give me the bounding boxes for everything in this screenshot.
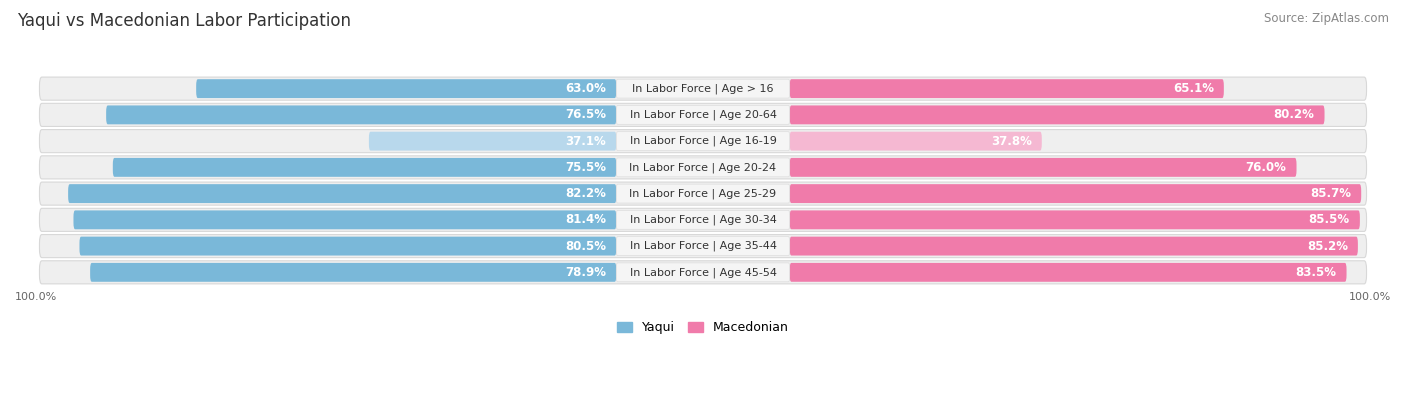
FancyBboxPatch shape — [616, 263, 790, 282]
FancyBboxPatch shape — [616, 79, 790, 98]
FancyBboxPatch shape — [790, 158, 1296, 177]
Text: In Labor Force | Age 16-19: In Labor Force | Age 16-19 — [630, 136, 776, 147]
Text: In Labor Force | Age 30-34: In Labor Force | Age 30-34 — [630, 214, 776, 225]
FancyBboxPatch shape — [39, 261, 1367, 284]
Text: In Labor Force | Age 20-64: In Labor Force | Age 20-64 — [630, 110, 776, 120]
FancyBboxPatch shape — [790, 263, 1347, 282]
Text: In Labor Force | Age 25-29: In Labor Force | Age 25-29 — [630, 188, 776, 199]
Text: In Labor Force | Age 45-54: In Labor Force | Age 45-54 — [630, 267, 776, 278]
Text: 81.4%: 81.4% — [565, 213, 606, 226]
Text: In Labor Force | Age > 16: In Labor Force | Age > 16 — [633, 83, 773, 94]
Text: 65.1%: 65.1% — [1173, 82, 1213, 95]
FancyBboxPatch shape — [80, 237, 616, 256]
FancyBboxPatch shape — [790, 184, 1361, 203]
FancyBboxPatch shape — [39, 77, 1367, 100]
Text: Source: ZipAtlas.com: Source: ZipAtlas.com — [1264, 12, 1389, 25]
FancyBboxPatch shape — [616, 105, 790, 124]
FancyBboxPatch shape — [790, 132, 1042, 150]
FancyBboxPatch shape — [39, 208, 1367, 231]
FancyBboxPatch shape — [39, 235, 1367, 258]
FancyBboxPatch shape — [616, 132, 790, 150]
Text: 63.0%: 63.0% — [565, 82, 606, 95]
FancyBboxPatch shape — [790, 105, 1324, 124]
FancyBboxPatch shape — [368, 132, 616, 150]
FancyBboxPatch shape — [90, 263, 616, 282]
FancyBboxPatch shape — [39, 130, 1367, 153]
Text: 76.5%: 76.5% — [565, 108, 606, 121]
FancyBboxPatch shape — [616, 211, 790, 229]
FancyBboxPatch shape — [112, 158, 616, 177]
FancyBboxPatch shape — [39, 103, 1367, 126]
Text: 80.2%: 80.2% — [1274, 108, 1315, 121]
FancyBboxPatch shape — [616, 158, 790, 177]
FancyBboxPatch shape — [790, 237, 1358, 256]
Text: 37.1%: 37.1% — [565, 135, 606, 148]
Text: In Labor Force | Age 20-24: In Labor Force | Age 20-24 — [630, 162, 776, 173]
FancyBboxPatch shape — [616, 237, 790, 256]
Legend: Yaqui, Macedonian: Yaqui, Macedonian — [612, 316, 794, 339]
FancyBboxPatch shape — [67, 184, 616, 203]
Text: 85.2%: 85.2% — [1306, 240, 1348, 252]
Text: 83.5%: 83.5% — [1295, 266, 1337, 279]
Text: 85.7%: 85.7% — [1310, 187, 1351, 200]
Text: 85.5%: 85.5% — [1309, 213, 1350, 226]
FancyBboxPatch shape — [105, 105, 616, 124]
Text: 75.5%: 75.5% — [565, 161, 606, 174]
FancyBboxPatch shape — [790, 79, 1223, 98]
Text: 37.8%: 37.8% — [991, 135, 1032, 148]
Text: 82.2%: 82.2% — [565, 187, 606, 200]
FancyBboxPatch shape — [39, 182, 1367, 205]
FancyBboxPatch shape — [39, 156, 1367, 179]
FancyBboxPatch shape — [73, 211, 616, 229]
Text: In Labor Force | Age 35-44: In Labor Force | Age 35-44 — [630, 241, 776, 251]
Text: Yaqui vs Macedonian Labor Participation: Yaqui vs Macedonian Labor Participation — [17, 12, 352, 30]
Text: 78.9%: 78.9% — [565, 266, 606, 279]
Text: 76.0%: 76.0% — [1246, 161, 1286, 174]
FancyBboxPatch shape — [790, 211, 1360, 229]
Text: 80.5%: 80.5% — [565, 240, 606, 252]
FancyBboxPatch shape — [616, 184, 790, 203]
FancyBboxPatch shape — [197, 79, 616, 98]
